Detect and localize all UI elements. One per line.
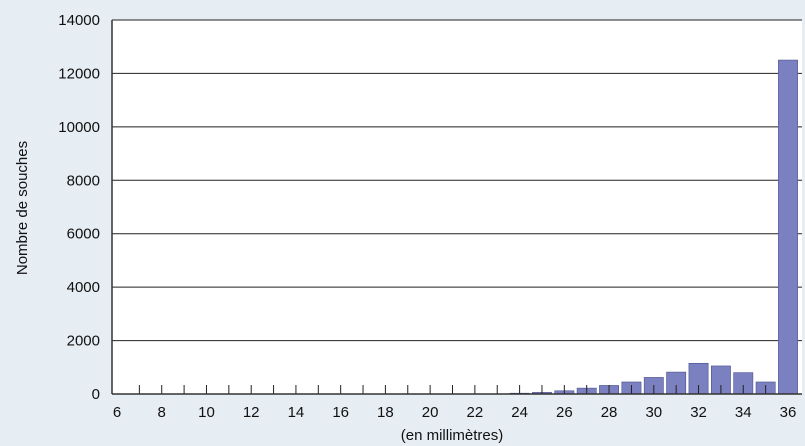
- x-tick-label-30: 30: [645, 404, 662, 421]
- x-tick-label-20: 20: [422, 404, 439, 421]
- x-tick-label-14: 14: [288, 404, 305, 421]
- x-tick-label-24: 24: [511, 404, 528, 421]
- x-tick-label-12: 12: [243, 404, 260, 421]
- gridlines: [112, 19, 802, 342]
- x-tick-label-34: 34: [735, 404, 752, 421]
- y-tick-label-14000: 14000: [58, 12, 100, 29]
- x-tick-labels: 6 8 10 12 14 16 18 20 22 24 26 28 30 32 34 36: [113, 404, 797, 421]
- y-axis-label: Nombre de souches: [14, 141, 31, 275]
- x-tick-label-26: 26: [556, 404, 573, 421]
- x-tick-label-22: 22: [467, 404, 484, 421]
- plot-background: [112, 20, 802, 394]
- y-tick-label-4000: 4000: [67, 279, 100, 296]
- bar-36: [778, 59, 798, 395]
- y-tick-label-10000: 10000: [58, 119, 100, 136]
- x-tick-label-36: 36: [780, 404, 797, 421]
- x-tick-label-28: 28: [601, 404, 618, 421]
- x-tick-label-16: 16: [332, 404, 349, 421]
- y-tick-labels: 0 2000 4000 6000 8000 10000 12000 14000: [58, 12, 100, 403]
- x-ticks: [138, 385, 767, 394]
- y-tick-label-2000: 2000: [67, 333, 100, 350]
- x-axis-label: (en millimètres): [401, 427, 504, 444]
- y-tick-label-0: 0: [92, 386, 100, 403]
- x-tick-label-32: 32: [690, 404, 707, 421]
- x-tick-label-18: 18: [377, 404, 394, 421]
- y-tick-label-8000: 8000: [67, 172, 100, 189]
- x-tick-label-8: 8: [158, 404, 166, 421]
- x-tick-label-6: 6: [113, 404, 121, 421]
- y-tick-label-6000: 6000: [67, 226, 100, 243]
- y-tick-label-12000: 12000: [58, 65, 100, 82]
- x-tick-label-10: 10: [198, 404, 215, 421]
